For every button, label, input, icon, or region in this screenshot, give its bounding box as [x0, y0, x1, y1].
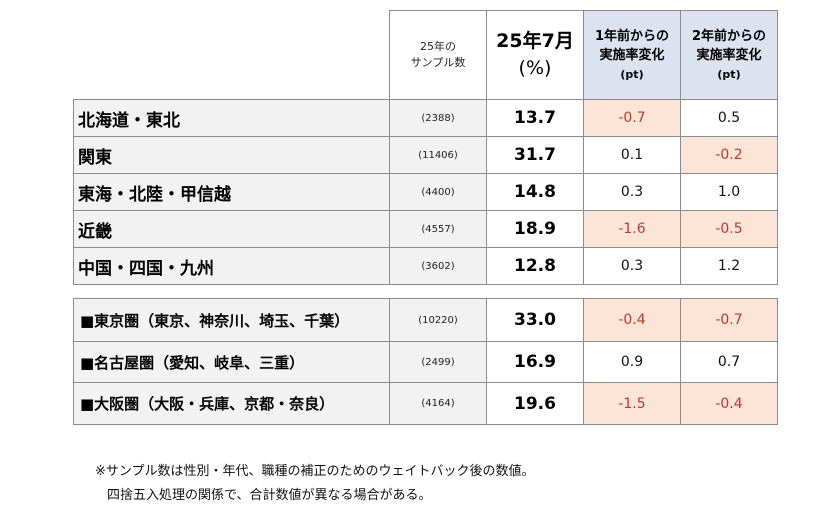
- diff-1yr: -0.7: [583, 99, 681, 137]
- diff1-header: 1年前からの 実施率変化 (pt): [583, 10, 681, 100]
- sample-size: (4557): [389, 210, 487, 248]
- rate-value: 16.9: [486, 341, 584, 383]
- diff1-header-line2: 実施率変化: [599, 47, 665, 63]
- metro-name: ■名古屋圏（愛知、岐阜、三重）: [73, 341, 390, 383]
- diff-1yr: -0.4: [583, 298, 681, 342]
- rate-value: 13.7: [486, 99, 584, 137]
- diff-1yr: 0.9: [583, 341, 681, 383]
- sample-size: (4164): [389, 382, 487, 425]
- rate-value: 33.0: [486, 298, 584, 342]
- sample-size: (2388): [389, 99, 487, 137]
- table-row: 中国・四国・九州 (3602) 12.8 0.3 1.2: [73, 247, 778, 285]
- region-name: 近畿: [73, 210, 390, 248]
- rate-value: 18.9: [486, 210, 584, 248]
- metro-name: ■東京圏（東京、神奈川、埼玉、千葉）: [73, 298, 390, 342]
- diff-1yr: -1.5: [583, 382, 681, 425]
- sample-size: (2499): [389, 341, 487, 383]
- sample-header-line2: サンプル数: [410, 56, 466, 69]
- diff2-header-line3: (pt): [717, 67, 741, 81]
- value-header: 25年7月 (%): [486, 10, 584, 100]
- regions-table: 25年の サンプル数 25年7月 (%) 1年前からの 実施率変化 (pt) 2…: [73, 10, 778, 285]
- rate-value: 19.6: [486, 382, 584, 425]
- value-header-line2: (%): [518, 57, 552, 79]
- sample-size: (3602): [389, 247, 487, 285]
- sample-size: (11406): [389, 136, 487, 174]
- diff-2yr: 1.2: [680, 247, 778, 285]
- region-name: 東海・北陸・甲信越: [73, 173, 390, 211]
- header-row: 25年の サンプル数 25年7月 (%) 1年前からの 実施率変化 (pt) 2…: [74, 10, 778, 100]
- sample-size: (4400): [389, 173, 487, 211]
- footnote-line1: ※サンプル数は性別・年代、職種の補正のためのウェイトバック後の数値。: [95, 464, 535, 479]
- rate-value: 14.8: [486, 173, 584, 211]
- diff-2yr: -0.4: [680, 382, 778, 425]
- sample-header-line1: 25年の: [420, 40, 456, 53]
- diff-2yr: 0.7: [680, 341, 778, 383]
- diff-1yr: -1.6: [583, 210, 681, 248]
- value-header-line1: 25年7月: [496, 30, 574, 52]
- table-row: ■名古屋圏（愛知、岐阜、三重） (2499) 16.9 0.9 0.7: [73, 341, 778, 383]
- diff-1yr: 0.1: [583, 136, 681, 174]
- diff-2yr: -0.2: [680, 136, 778, 174]
- rate-value: 12.8: [486, 247, 584, 285]
- region-name: 中国・四国・九州: [73, 247, 390, 285]
- diff1-header-line3: (pt): [620, 67, 644, 81]
- diff-1yr: 0.3: [583, 247, 681, 285]
- diff-2yr: -0.5: [680, 210, 778, 248]
- table-row: ■東京圏（東京、神奈川、埼玉、千葉） (10220) 33.0 -0.4 -0.…: [73, 298, 778, 342]
- diff2-header-line1: 2年前からの: [691, 28, 767, 44]
- table-row: ■大阪圏（大阪・兵庫、京都・奈良） (4164) 19.6 -1.5 -0.4: [73, 382, 778, 425]
- metro-name: ■大阪圏（大阪・兵庫、京都・奈良）: [73, 382, 390, 425]
- table-row: 東海・北陸・甲信越 (4400) 14.8 0.3 1.0: [73, 173, 778, 211]
- region-name: 関東: [73, 136, 390, 174]
- diff-2yr: -0.7: [680, 298, 778, 342]
- region-name: 北海道・東北: [73, 99, 390, 137]
- diff2-header: 2年前からの 実施率変化 (pt): [680, 10, 778, 100]
- diff1-header-line1: 1年前からの: [594, 28, 670, 44]
- table-row: 北海道・東北 (2388) 13.7 -0.7 0.5: [73, 99, 778, 137]
- metro-table: ■東京圏（東京、神奈川、埼玉、千葉） (10220) 33.0 -0.4 -0.…: [73, 298, 778, 425]
- diff-1yr: 0.3: [583, 173, 681, 211]
- table-row: 関東 (11406) 31.7 0.1 -0.2: [73, 136, 778, 174]
- footnote-line2: 四捨五入処理の関係で、合計数値が異なる場合がある。: [107, 488, 432, 503]
- diff2-header-line2: 実施率変化: [696, 47, 762, 63]
- rate-value: 31.7: [486, 136, 584, 174]
- header-blank-cell: [74, 11, 390, 100]
- table-row: 近畿 (4557) 18.9 -1.6 -0.5: [73, 210, 778, 248]
- diff-2yr: 1.0: [680, 173, 778, 211]
- sample-size: (10220): [389, 298, 487, 342]
- diff-2yr: 0.5: [680, 99, 778, 137]
- sample-size-header: 25年の サンプル数: [389, 10, 487, 100]
